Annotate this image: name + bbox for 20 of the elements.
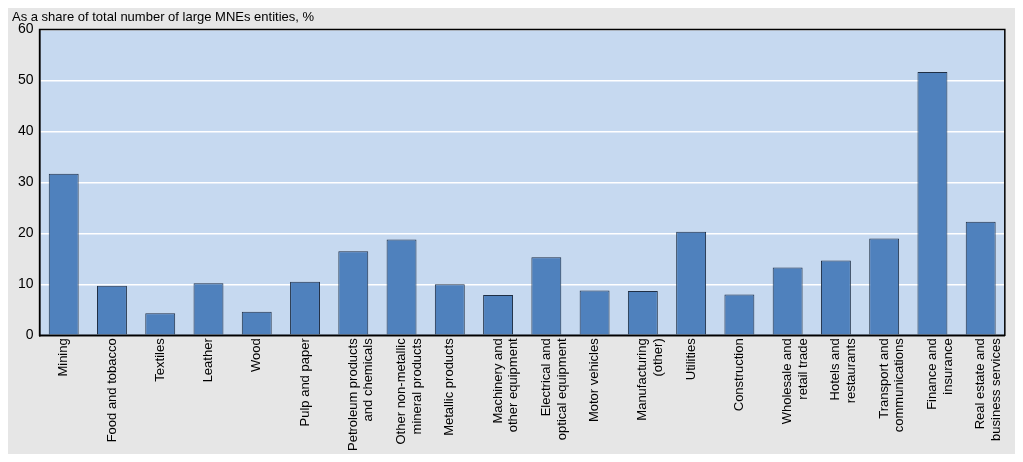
y-tick-label: 40 bbox=[17, 122, 34, 139]
x-tick-label: Metallic products bbox=[441, 337, 457, 436]
y-tick-label: 50 bbox=[17, 71, 34, 88]
x-tick-label: Construction bbox=[730, 338, 746, 412]
y-tick-label: 10 bbox=[17, 275, 34, 292]
x-tick-label: Wood bbox=[248, 338, 264, 373]
x-tick-label: Motor vehicles bbox=[586, 337, 602, 423]
x-tick-label: Manufacturing (other) bbox=[634, 338, 666, 421]
y-tick-label: 30 bbox=[17, 173, 34, 190]
x-tick-label: Food and tobacco bbox=[103, 338, 119, 443]
x-tick-label: Mining bbox=[55, 338, 71, 377]
x-tick-label: Textiles bbox=[151, 337, 167, 382]
x-tick-label: Petroleum products and chemicals bbox=[344, 337, 376, 452]
x-tick-label: Wholesale and retail trade bbox=[779, 338, 810, 425]
x-tick-label: Leather bbox=[200, 337, 216, 383]
y-tick-label: 0 bbox=[25, 326, 34, 343]
y-tick-label: 60 bbox=[17, 20, 34, 37]
x-tick-label: Pulp and paper bbox=[296, 337, 312, 427]
y-tick-label: 20 bbox=[17, 224, 34, 241]
x-tick-label: Utilities bbox=[682, 337, 698, 381]
